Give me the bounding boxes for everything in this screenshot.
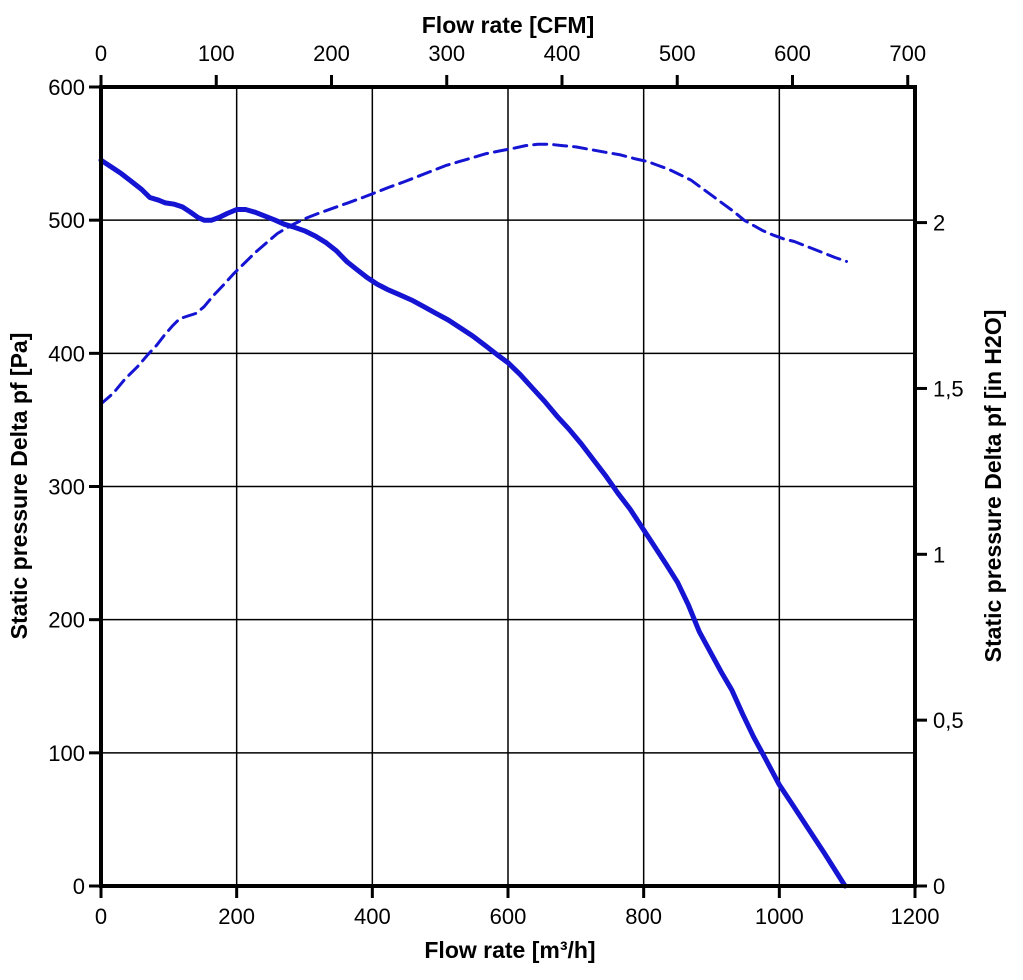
right-tick-label-0,5: 0,5 bbox=[933, 708, 964, 733]
right-axis-title: Static pressure Delta pf [in H2O] bbox=[980, 310, 1006, 663]
left-tick-label-500: 500 bbox=[48, 208, 85, 233]
left-tick-label-600: 600 bbox=[48, 75, 85, 100]
bottom-tick-label-200: 200 bbox=[218, 904, 255, 929]
tick-marks bbox=[89, 75, 927, 898]
top-tick-label-300: 300 bbox=[428, 41, 465, 66]
right-tick-label-1,5: 1,5 bbox=[933, 376, 964, 401]
left-axis-title: Static pressure Delta pf [Pa] bbox=[6, 333, 32, 640]
left-tick-label-200: 200 bbox=[48, 608, 85, 633]
right-tick-label-0: 0 bbox=[933, 874, 945, 899]
top-tick-label-0: 0 bbox=[95, 41, 107, 66]
left-tick-label-300: 300 bbox=[48, 475, 85, 500]
left-tick-label-0: 0 bbox=[73, 874, 85, 899]
bottom-tick-label-1000: 1000 bbox=[755, 904, 804, 929]
dashed-pressure-curve bbox=[99, 142, 848, 406]
left-tick-label-400: 400 bbox=[48, 341, 85, 366]
solid-pressure-curve bbox=[98, 157, 848, 889]
top-tick-label-400: 400 bbox=[544, 41, 581, 66]
top-tick-label-700: 700 bbox=[889, 41, 926, 66]
top-axis-title: Flow rate [CFM] bbox=[422, 12, 595, 38]
bottom-tick-label-0: 0 bbox=[95, 904, 107, 929]
curve-layer bbox=[98, 142, 848, 889]
right-tick-label-1: 1 bbox=[933, 542, 945, 567]
top-tick-label-200: 200 bbox=[313, 41, 350, 66]
top-tick-label-500: 500 bbox=[659, 41, 696, 66]
bottom-tick-label-600: 600 bbox=[490, 904, 527, 929]
left-tick-label-100: 100 bbox=[48, 741, 85, 766]
top-tick-label-600: 600 bbox=[774, 41, 811, 66]
bottom-tick-label-400: 400 bbox=[354, 904, 391, 929]
bottom-tick-label-1200: 1200 bbox=[891, 904, 940, 929]
right-tick-label-2: 2 bbox=[933, 211, 945, 236]
grid-layer bbox=[101, 87, 915, 886]
top-tick-label-100: 100 bbox=[198, 41, 235, 66]
bottom-axis-title: Flow rate [m³/h] bbox=[424, 937, 595, 963]
bottom-tick-label-800: 800 bbox=[625, 904, 662, 929]
